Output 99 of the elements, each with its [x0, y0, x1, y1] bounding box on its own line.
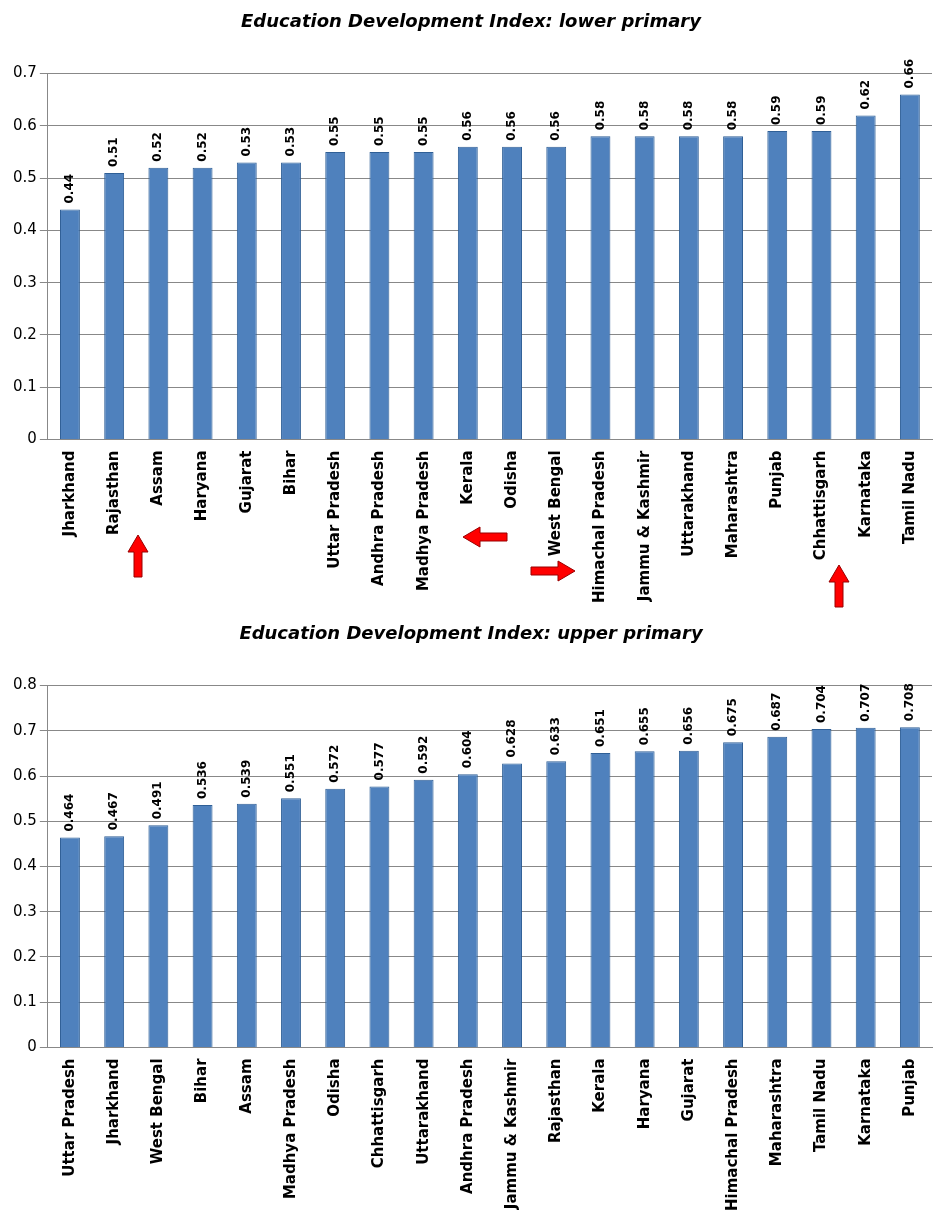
x-tick-label: Punjab: [767, 450, 786, 509]
data-label: 0.551: [283, 754, 298, 793]
data-label: 0.44: [62, 173, 77, 204]
x-tick-label: Assam: [148, 450, 167, 506]
x-tick-label: Chhattisgarh: [369, 1058, 388, 1169]
x-tick-label: Assam: [236, 1058, 255, 1114]
data-label: 0.577: [371, 742, 386, 781]
x-tick-label: Madhya Pradesh: [413, 450, 432, 592]
data-label: 0.59: [813, 95, 828, 126]
y-tick-label: 0.1: [13, 377, 37, 396]
data-label: 0.56: [504, 111, 519, 141]
y-tick-label: 0.6: [13, 115, 37, 134]
y-tick-label: 0: [27, 429, 37, 448]
data-label: 0.56: [548, 111, 563, 141]
x-tick-label: Haryana: [634, 1058, 653, 1130]
x-tick-label: Uttar Pradesh: [59, 1058, 78, 1177]
x-tick-label: Karnataka: [855, 1058, 874, 1146]
x-tick-label: Punjab: [899, 1058, 918, 1117]
x-tick-label: Chhattisgarh: [811, 450, 830, 561]
x-tick-label: Tamil Nadu: [811, 1058, 830, 1153]
x-tick-label: Tamil Nadu: [899, 450, 918, 545]
data-label: 0.707: [857, 683, 872, 722]
data-label: 0.51: [106, 137, 121, 167]
y-tick-label: 0.8: [13, 675, 37, 694]
chart-title: Education Development Index: upper primary: [239, 622, 704, 644]
y-tick-label: 0.4: [13, 220, 37, 239]
x-tick-label: Uttar Pradesh: [325, 450, 344, 569]
y-tick-label: 0.5: [13, 168, 37, 187]
data-label: 0.66: [902, 58, 917, 89]
data-label: 0.704: [813, 685, 828, 724]
x-tick-label: Rajasthan: [104, 450, 123, 535]
data-label: 0.52: [194, 132, 209, 162]
x-tick-label: Jharkhand: [59, 450, 78, 538]
x-tick-label: Madhya Pradesh: [280, 1058, 299, 1200]
x-tick-label: Odisha: [501, 450, 520, 509]
y-tick-label: 0.3: [13, 272, 37, 291]
y-tick-label: 0.5: [13, 811, 37, 830]
data-label: 0.536: [194, 761, 209, 800]
x-tick-label: Andhra Pradesh: [457, 1058, 476, 1194]
x-tick-label: Haryana: [192, 450, 211, 522]
y-tick-label: 0.2: [13, 946, 37, 965]
data-label: 0.58: [636, 100, 651, 131]
x-tick-label: Jammu & Kashmir: [501, 1057, 520, 1211]
x-tick-label: Karnataka: [855, 450, 874, 538]
chart-title: Education Development Index: lower primary: [241, 10, 703, 32]
x-tick-label: Gujarat: [678, 1058, 697, 1122]
data-label: 0.651: [592, 709, 607, 747]
x-tick-label: Kerala: [457, 450, 476, 505]
data-label: 0.467: [106, 792, 121, 831]
data-label: 0.592: [415, 735, 430, 774]
data-label: 0.539: [238, 759, 253, 798]
data-label: 0.491: [150, 781, 165, 820]
x-tick-label: Jammu & Kashmir: [634, 449, 653, 603]
data-label: 0.62: [857, 79, 872, 110]
x-tick-label: Uttarakhand: [413, 1058, 432, 1165]
data-label: 0.464: [62, 793, 77, 832]
x-tick-label: Odisha: [325, 1058, 344, 1117]
x-tick-label: Jharkhand: [104, 1058, 123, 1146]
x-tick-label: Bihar: [192, 1057, 211, 1104]
data-label: 0.633: [548, 717, 563, 756]
x-tick-label: Himachal Pradesh: [722, 1058, 741, 1212]
y-tick-label: 0.6: [13, 765, 37, 784]
data-label: 0.58: [592, 100, 607, 131]
y-tick-label: 0.7: [13, 63, 37, 82]
data-label: 0.52: [150, 132, 165, 162]
y-tick-label: 0.2: [13, 324, 37, 343]
y-tick-label: 0.1: [13, 992, 37, 1011]
data-label: 0.675: [725, 698, 740, 737]
x-tick-label: West Bengal: [148, 1058, 167, 1165]
x-tick-label: Maharashtra: [722, 450, 741, 559]
data-label: 0.53: [238, 126, 253, 157]
x-tick-label: Kerala: [590, 1058, 609, 1113]
x-tick-label: Uttarakhand: [678, 450, 697, 557]
data-label: 0.55: [371, 116, 386, 146]
y-tick-label: 0.3: [13, 901, 37, 920]
data-label: 0.656: [680, 706, 695, 745]
x-tick-label: Rajasthan: [546, 1058, 565, 1143]
x-tick-label: Maharashtra: [767, 1058, 786, 1167]
data-label: 0.708: [902, 683, 917, 722]
x-tick-label: Andhra Pradesh: [369, 450, 388, 586]
x-tick-label: Himachal Pradesh: [590, 450, 609, 604]
data-label: 0.58: [725, 100, 740, 131]
data-label: 0.56: [459, 111, 474, 141]
data-label: 0.53: [283, 126, 298, 157]
y-tick-label: 0.4: [13, 856, 37, 875]
data-label: 0.572: [327, 744, 342, 783]
data-label: 0.59: [769, 95, 784, 126]
y-tick-label: 0.7: [13, 720, 37, 739]
data-label: 0.604: [459, 730, 474, 769]
data-label: 0.58: [680, 100, 695, 131]
x-tick-label: West Bengal: [546, 450, 565, 557]
data-label: 0.628: [504, 719, 519, 758]
data-label: 0.655: [636, 707, 651, 746]
data-label: 0.55: [327, 116, 342, 146]
x-tick-label: Gujarat: [236, 450, 255, 514]
y-tick-label: 0: [27, 1037, 37, 1056]
data-label: 0.687: [769, 692, 784, 731]
data-label: 0.55: [415, 116, 430, 146]
x-tick-label: Bihar: [280, 449, 299, 496]
